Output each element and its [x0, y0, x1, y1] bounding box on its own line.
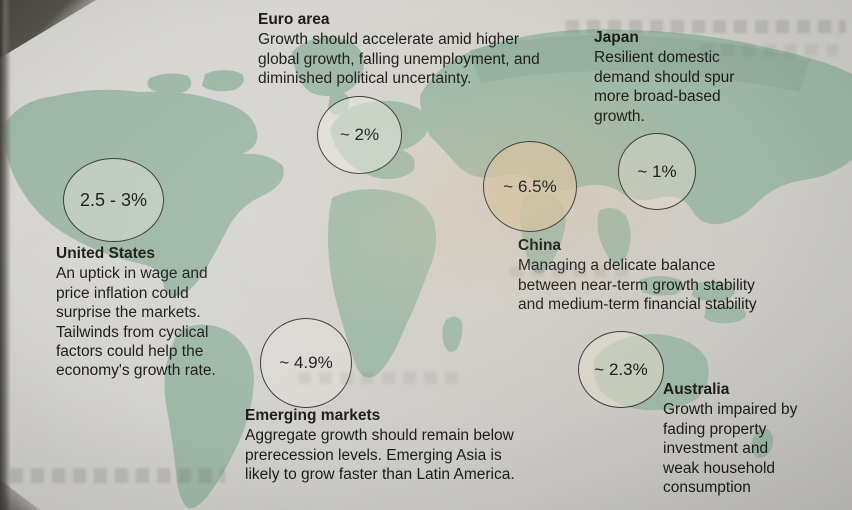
growth-circle-japan: ~ 1%: [618, 133, 696, 210]
growth-value: 2.5 - 3%: [79, 189, 148, 210]
region-description: An uptick in wage and price inflation co…: [56, 265, 216, 380]
indonesia-island: [692, 281, 735, 302]
region-label-united-states: United States An uptick in wage and pric…: [56, 244, 224, 381]
region-title: Australia: [663, 381, 730, 398]
region-label-japan: Japan Resilient domestic demand should s…: [594, 28, 749, 126]
growth-circle-china: ~ 6.5%: [483, 141, 577, 232]
region-label-euro-area: Euro area Growth should accelerate amid …: [258, 10, 553, 89]
madagascar: [442, 316, 463, 352]
region-title: Euro area: [258, 11, 330, 28]
growth-circle-united-states: 2.5 - 3%: [63, 158, 164, 242]
growth-value: ~ 4.9%: [279, 353, 333, 372]
region-label-china: China Managing a delicate balance betwee…: [518, 236, 778, 315]
growth-value: ~ 2.3%: [594, 359, 648, 379]
indonesia-island: [640, 276, 684, 296]
region-label-emerging-markets: Emerging markets Aggregate growth should…: [245, 406, 537, 485]
indonesia-island: [704, 305, 746, 324]
continent-south-america: [164, 324, 254, 509]
arctic-island: [202, 70, 244, 92]
region-title: China: [518, 237, 562, 254]
region-label-australia: Australia Growth impaired by fading prop…: [663, 380, 805, 497]
growth-value: ~ 6.5%: [503, 176, 557, 196]
new-zealand: [751, 428, 774, 458]
growth-circle-australia: ~ 2.3%: [578, 331, 664, 408]
region-description: Managing a delicate balance between near…: [518, 257, 757, 314]
growth-circle-emerging-markets: ~ 4.9%: [260, 318, 352, 408]
region-description: Resilient domestic demand should spur mo…: [594, 49, 735, 125]
siberia-shading: [470, 34, 810, 92]
southeast-asia: [597, 208, 631, 264]
region-title: Japan: [594, 29, 639, 46]
growth-circle-euro-area: ~ 2%: [317, 96, 402, 174]
greenland: [292, 37, 364, 96]
region-title: United States: [56, 245, 156, 262]
japan-islands: [703, 135, 727, 176]
growth-value: ~ 1%: [637, 161, 677, 181]
region-description: Growth impaired by fading property inves…: [663, 401, 798, 496]
region-title: Emerging markets: [245, 407, 381, 424]
growth-value: ~ 2%: [339, 125, 380, 144]
region-description: Growth should accelerate amid higher glo…: [258, 31, 540, 88]
region-description: Aggregate growth should remain below pre…: [245, 427, 515, 484]
continent-africa: [328, 189, 436, 378]
arctic-island: [147, 73, 192, 94]
